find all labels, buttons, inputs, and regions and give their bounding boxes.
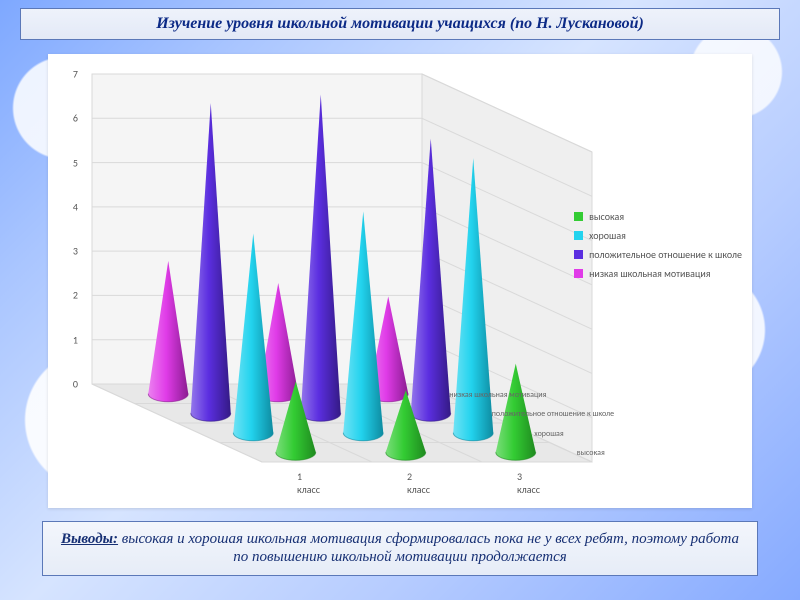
y-tick: 7: [73, 68, 78, 81]
legend-swatch: [574, 250, 583, 259]
legend-item: низкая школьная мотивация: [574, 267, 742, 280]
legend-swatch: [574, 212, 583, 221]
depth-label: положительное отношение к школе: [492, 409, 614, 419]
legend-item: хорошая: [574, 229, 742, 242]
y-tick: 5: [73, 156, 78, 169]
x-label: 3 класс: [517, 470, 540, 496]
depth-label: высокая: [577, 448, 605, 458]
legend-swatch: [574, 269, 583, 278]
y-tick: 0: [73, 378, 78, 391]
conclusion-text: высокая и хорошая школьная мотивация сфо…: [118, 531, 739, 566]
legend-label: хорошая: [589, 229, 626, 242]
legend-label: высокая: [589, 210, 624, 223]
legend-swatch: [574, 231, 583, 240]
legend-label: низкая школьная мотивация: [589, 267, 710, 280]
legend-item: высокая: [574, 210, 742, 223]
x-label: 2 класс: [407, 470, 430, 496]
legend-label: положительное отношение к школе: [589, 248, 742, 261]
y-tick: 4: [73, 200, 78, 213]
conclusion-label: Выводы:: [61, 531, 118, 547]
depth-label: низкая школьная мотивация: [449, 390, 546, 400]
x-label: 1 класс: [297, 470, 320, 496]
page-title: Изучение уровня школьной мотивации учащи…: [156, 15, 644, 32]
chart-panel: 0 1 2 3 4 5 6 7 высокая хорошая положительное отн…: [48, 54, 752, 508]
y-tick: 6: [73, 112, 78, 125]
page-title-box: Изучение уровня школьной мотивации учащи…: [20, 8, 780, 40]
y-tick: 2: [73, 289, 78, 302]
depth-label: хорошая: [534, 429, 563, 439]
legend: высокая хорошая положительное отношение к …: [574, 204, 742, 286]
y-tick: 1: [73, 333, 78, 346]
y-axis-ticks: 0 1 2 3 4 5 6 7: [48, 54, 78, 508]
y-tick: 3: [73, 245, 78, 258]
conclusion-box: Выводы: высокая и хорошая школьная мотив…: [42, 521, 758, 577]
legend-item: положительное отношение к школе: [574, 248, 742, 261]
